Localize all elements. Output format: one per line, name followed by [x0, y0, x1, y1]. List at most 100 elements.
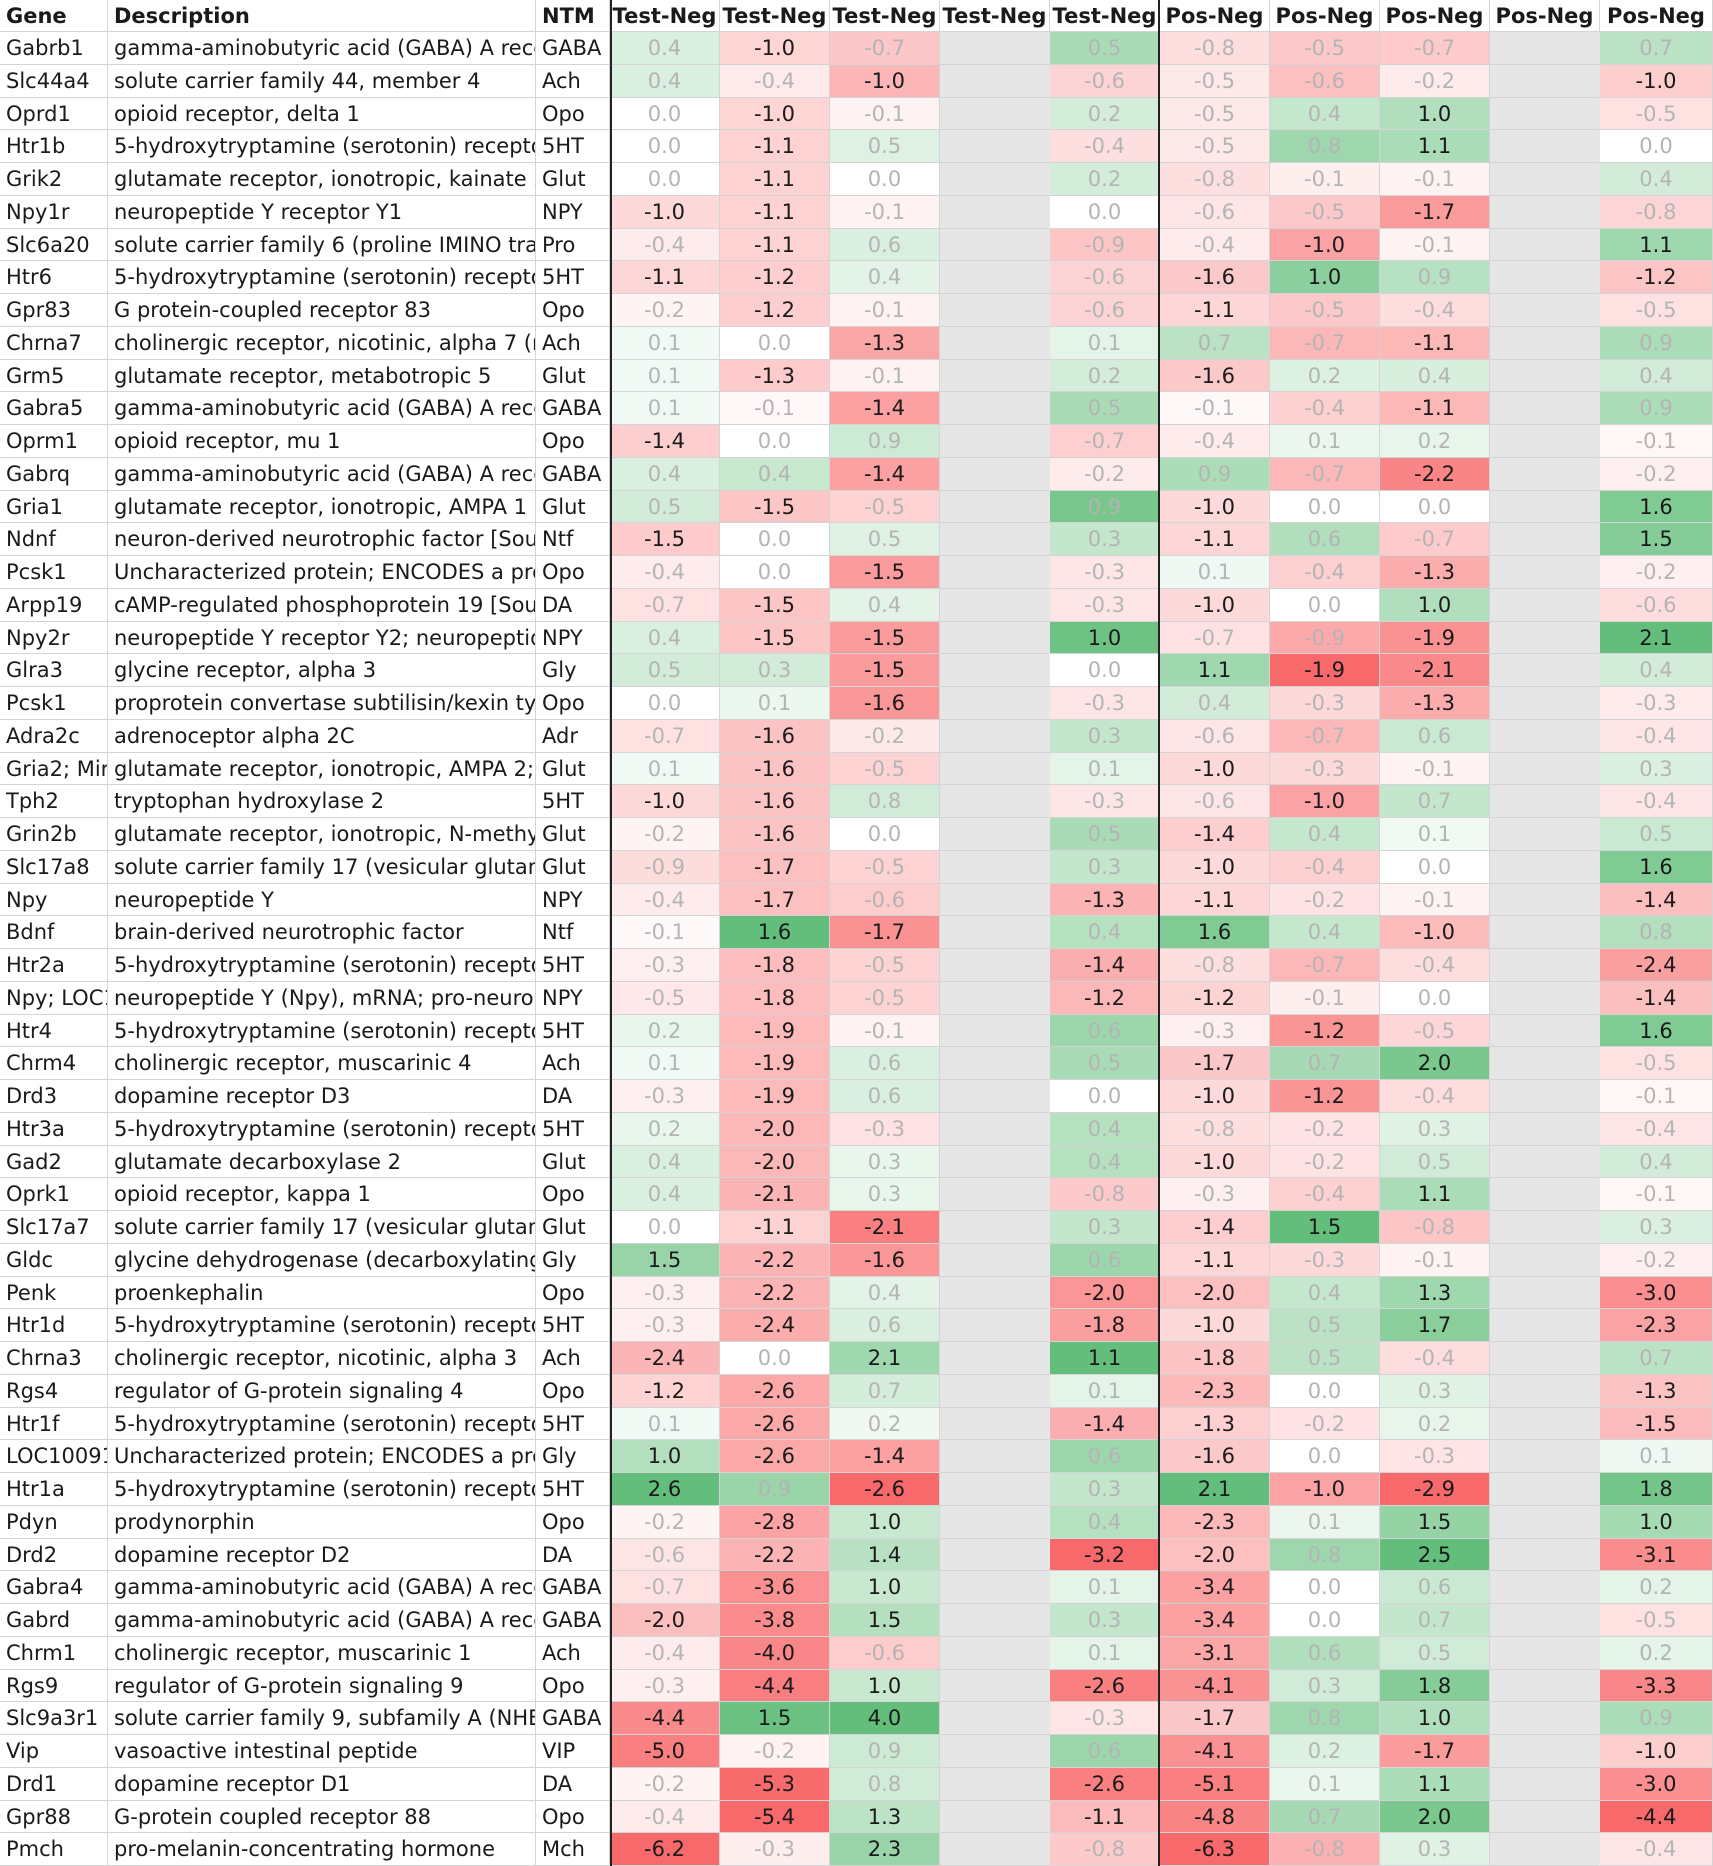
- heatmap-cell: -0.1: [830, 294, 940, 327]
- gene-label: Gabrq: [0, 457, 108, 491]
- heatmap-cell: 1.3: [830, 1800, 940, 1834]
- description-label: gamma-aminobutyric acid (GABA) A recep: [108, 457, 536, 491]
- heatmap-cell: 1.5: [610, 1243, 720, 1277]
- heatmap-cell: 0.0: [720, 425, 830, 458]
- heatmap-cell: 0.5: [1050, 32, 1160, 65]
- heatmap-cell: 1.0: [1380, 588, 1490, 622]
- heatmap-cell: -1.4: [830, 1440, 940, 1473]
- heatmap-cell: 0.4: [1270, 916, 1380, 949]
- heatmap-cell: -0.2: [610, 294, 720, 327]
- heatmap-cell: 0.3: [1270, 1669, 1380, 1703]
- header-value-col-3: Test-Neg: [830, 0, 940, 32]
- empty-cell: [940, 588, 1050, 622]
- heatmap-cell: -0.8: [1160, 949, 1270, 982]
- heatmap-cell: -0.2: [610, 1505, 720, 1539]
- empty-cell: [1490, 850, 1600, 884]
- heatmap-cell: 0.4: [1600, 359, 1713, 393]
- heatmap-cell: -2.9: [1380, 1473, 1490, 1506]
- heatmap-cell: -6.3: [1160, 1833, 1270, 1866]
- heatmap-cell: -1.0: [1160, 588, 1270, 622]
- gene-label: Pcsk1: [0, 687, 108, 720]
- heatmap-cell: -0.3: [610, 949, 720, 982]
- heatmap-cell: 0.1: [1050, 1571, 1160, 1604]
- heatmap-cell: 0.7: [1380, 785, 1490, 818]
- heatmap-cell: -3.0: [1600, 1767, 1713, 1801]
- heatmap-cell: 0.6: [1050, 1735, 1160, 1768]
- empty-cell: [940, 1800, 1050, 1834]
- ntm-label: DA: [536, 588, 610, 622]
- heatmap-cell: -3.6: [720, 1571, 830, 1604]
- gene-label: Gria1: [0, 490, 108, 524]
- empty-cell: [940, 326, 1050, 360]
- heatmap-cell: 0.7: [1380, 1604, 1490, 1637]
- heatmap-cell: -0.4: [1160, 425, 1270, 458]
- heatmap-cell: 1.1: [1380, 1178, 1490, 1211]
- heatmap-cell: 0.5: [610, 490, 720, 524]
- heatmap-cell: 0.1: [1160, 556, 1270, 589]
- heatmap-cell: -0.3: [1050, 588, 1160, 622]
- heatmap-cell: 0.6: [830, 1309, 940, 1342]
- heatmap-cell: -1.1: [1380, 326, 1490, 360]
- heatmap-cell: -2.2: [720, 1243, 830, 1277]
- empty-cell: [940, 425, 1050, 458]
- heatmap-cell: -3.3: [1600, 1669, 1713, 1703]
- heatmap-cell: 0.6: [1270, 1636, 1380, 1670]
- heatmap-cell: 0.2: [610, 1014, 720, 1048]
- ntm-label: Gly: [536, 654, 610, 687]
- heatmap-cell: -0.5: [830, 752, 940, 786]
- gene-label: Vip: [0, 1735, 108, 1768]
- heatmap-cell: -1.0: [610, 195, 720, 229]
- heatmap-cell: 0.3: [1050, 523, 1160, 556]
- ntm-label: DA: [536, 1767, 610, 1801]
- description-label: proprotein convertase subtilisin/kexin t…: [108, 687, 536, 720]
- heatmap-cell: -1.4: [610, 425, 720, 458]
- description-label: glutamate decarboxylase 2: [108, 1145, 536, 1179]
- gene-label: Tph2: [0, 785, 108, 818]
- ntm-label: NPY: [536, 195, 610, 229]
- heatmap-cell: -2.6: [1050, 1767, 1160, 1801]
- heatmap-cell: -0.3: [1600, 687, 1713, 720]
- heatmap-cell: -0.5: [1160, 64, 1270, 98]
- ntm-label: GABA: [536, 392, 610, 425]
- heatmap-cell: 0.8: [1270, 1702, 1380, 1735]
- ntm-label: DA: [536, 1080, 610, 1113]
- heatmap-cell: 0.2: [1270, 1735, 1380, 1768]
- heatmap-cell: 0.0: [610, 130, 720, 163]
- heatmap-cell: 0.9: [720, 1473, 830, 1506]
- gene-label: Htr3a: [0, 1112, 108, 1146]
- heatmap-cell: -1.3: [1380, 556, 1490, 589]
- heatmap-cell: -2.4: [610, 1342, 720, 1375]
- heatmap-cell: 0.6: [1050, 1440, 1160, 1473]
- heatmap-cell: 1.0: [1380, 97, 1490, 131]
- empty-cell: [940, 1243, 1050, 1277]
- heatmap-cell: -0.6: [1160, 785, 1270, 818]
- heatmap-cell: -0.5: [1600, 1047, 1713, 1080]
- heatmap-cell: -0.5: [1600, 97, 1713, 131]
- heatmap-cell: -0.2: [830, 719, 940, 753]
- heatmap-cell: -0.1: [1160, 392, 1270, 425]
- heatmap-cell: -1.4: [830, 457, 940, 491]
- heatmap-cell: 1.0: [1600, 1505, 1713, 1539]
- ntm-label: Ach: [536, 1636, 610, 1670]
- heatmap-cell: 0.1: [1050, 1374, 1160, 1408]
- empty-cell: [940, 752, 1050, 786]
- heatmap-cell: -0.1: [610, 916, 720, 949]
- heatmap-cell: -2.4: [720, 1309, 830, 1342]
- gene-label: Grm5: [0, 359, 108, 393]
- heatmap-cell: -2.1: [1380, 654, 1490, 687]
- heatmap-cell: 0.4: [1600, 163, 1713, 196]
- ntm-label: Opo: [536, 1505, 610, 1539]
- heatmap-cell: 1.6: [1600, 1014, 1713, 1048]
- empty-cell: [940, 818, 1050, 851]
- heatmap-cell: -3.8: [720, 1604, 830, 1637]
- ntm-label: Ach: [536, 1047, 610, 1080]
- gene-label: Oprm1: [0, 425, 108, 458]
- ntm-label: 5HT: [536, 949, 610, 982]
- empty-cell: [940, 719, 1050, 753]
- description-label: Uncharacterized protein; ENCODES a prot: [108, 556, 536, 589]
- description-label: proenkephalin: [108, 1276, 536, 1310]
- heatmap-cell: 0.4: [1050, 1145, 1160, 1179]
- empty-cell: [940, 64, 1050, 98]
- gene-label: Npy; LOC1: [0, 981, 108, 1015]
- heatmap-cell: 0.0: [1050, 654, 1160, 687]
